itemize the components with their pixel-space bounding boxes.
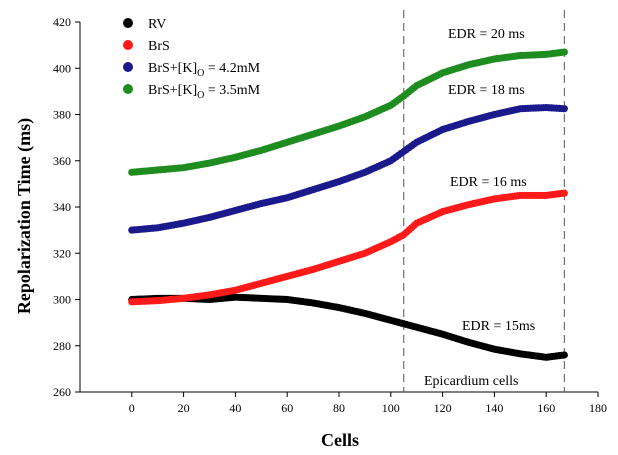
axes [75,21,599,397]
x-tick-label: 160 [537,401,555,415]
legend-marker [123,40,133,50]
annotation-edr-green: EDR = 20 ms [448,27,525,42]
y-tick-label: 420 [53,15,71,29]
annotation-edr-blue: EDR = 18 ms [448,83,525,98]
x-axis-title: Cells [321,430,359,450]
y-tick-label: 320 [53,246,71,260]
x-tick-label: 0 [129,401,135,415]
legend-marker [123,84,133,94]
reference-lines [403,10,565,392]
annotation-edr-red: EDR = 16 ms [450,175,527,190]
legend-label: BrS+[K]O = 3.5mM [148,83,261,101]
x-tick-label: 180 [589,401,607,415]
series-1 [128,189,568,306]
x-tick-label: 100 [382,401,400,415]
data-point [560,189,568,197]
x-tick-label: 60 [281,401,293,415]
y-tick-label: 260 [53,385,71,399]
legend-marker [123,18,133,28]
legend-label: RV [148,17,166,32]
data-point [560,48,568,56]
series-2 [128,103,568,234]
legend: RV BrS BrS+[K]O = 4.2mM BrS+[K]O = 3.5mM [123,17,261,101]
legend-marker [123,62,133,72]
data-point [560,351,568,359]
y-tick-label: 280 [53,339,71,353]
y-tick-label: 340 [53,200,71,214]
y-tick-label: 400 [53,61,71,75]
y-tick-label: 380 [53,108,71,122]
legend-label: BrS [148,39,170,54]
series-0 [128,293,568,361]
annotation-epicardium: Epicardium cells [424,374,518,389]
x-tick-label: 40 [229,401,241,415]
y-axis-title: Repolarization Time (ms) [14,118,35,314]
y-tick-label: 360 [53,154,71,168]
tick-labels: 0 20 40 60 80 100 120 140 160 180 260 280 300 320 340 3… [53,15,607,415]
x-tick-label: 140 [485,401,503,415]
x-tick-label: 20 [178,401,190,415]
x-tick-label: 80 [333,401,345,415]
y-tick-label: 300 [53,293,71,307]
annotation-edr-black: EDR = 15ms [462,319,535,334]
x-tick-label: 120 [434,401,452,415]
legend-label: BrS+[K]O = 4.2mM [148,61,261,79]
data-points [128,48,568,361]
data-point [560,105,568,113]
series-3 [128,48,568,176]
